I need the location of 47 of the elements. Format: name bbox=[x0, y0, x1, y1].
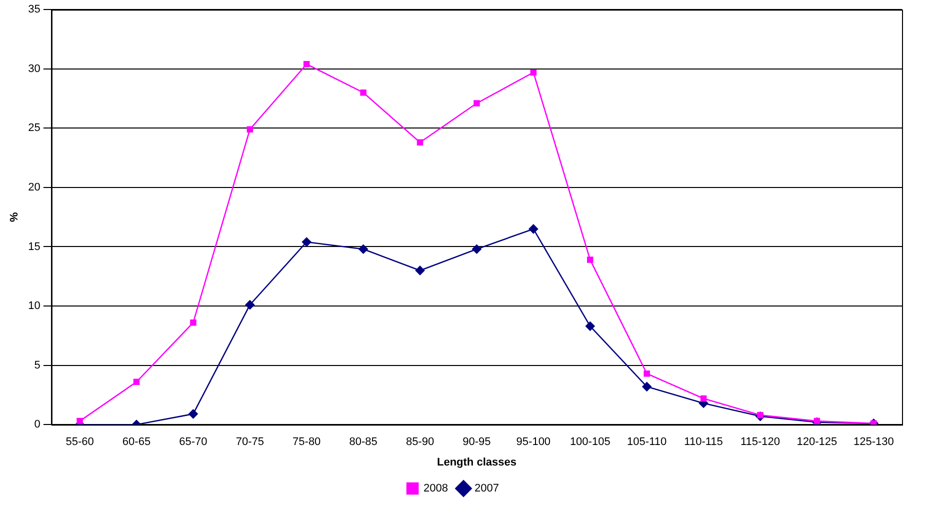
x-tick-label: 60-65 bbox=[122, 436, 151, 448]
point bbox=[245, 300, 255, 310]
y-tick-label: 15 bbox=[28, 240, 40, 253]
x-tick-label: 115-120 bbox=[740, 436, 780, 448]
point bbox=[302, 237, 312, 247]
point bbox=[587, 256, 594, 263]
point bbox=[415, 266, 425, 276]
legend-label: 2008 bbox=[424, 482, 448, 495]
y-tick-label: 20 bbox=[28, 181, 40, 194]
y-tick-label: 25 bbox=[28, 122, 40, 134]
point bbox=[190, 320, 196, 326]
x-tick-label: 70-75 bbox=[236, 436, 264, 448]
x-tick-label: 80-85 bbox=[349, 436, 378, 448]
point bbox=[246, 126, 254, 132]
x-tick-label: 120-125 bbox=[796, 436, 838, 448]
point bbox=[700, 395, 707, 402]
y-tick-label: 30 bbox=[28, 62, 40, 75]
point bbox=[303, 61, 310, 68]
x-axis-title: Length classes bbox=[436, 456, 516, 468]
point bbox=[642, 382, 652, 392]
point bbox=[644, 370, 650, 377]
x-tick-label: 75-80 bbox=[292, 436, 321, 448]
x-tick-label: 95-100 bbox=[516, 436, 551, 448]
x-tick-label: 105-110 bbox=[627, 436, 667, 448]
y-tick-label: 5 bbox=[34, 359, 40, 372]
point bbox=[416, 139, 424, 146]
y-tick-label: 0 bbox=[34, 418, 40, 431]
point bbox=[188, 409, 198, 419]
point bbox=[530, 69, 537, 76]
y-tick-label: 10 bbox=[28, 300, 40, 312]
legend-label: 2007 bbox=[474, 482, 499, 495]
x-tick-label: 125-130 bbox=[853, 436, 894, 448]
y-tick-label: 35 bbox=[28, 4, 40, 16]
point bbox=[133, 378, 140, 386]
point bbox=[358, 244, 368, 254]
point bbox=[472, 244, 482, 254]
x-tick-label: 110-115 bbox=[684, 436, 723, 448]
y-axis-title: % bbox=[8, 212, 21, 222]
x-tick-label: 85-90 bbox=[406, 436, 434, 448]
point bbox=[528, 224, 538, 234]
point bbox=[585, 322, 595, 331]
x-tick-label: 90-95 bbox=[462, 436, 491, 448]
point bbox=[474, 100, 480, 106]
x-tick-label: 100-105 bbox=[570, 436, 610, 448]
point bbox=[360, 89, 366, 96]
x-tick-label: 55-60 bbox=[66, 436, 94, 448]
x-tick-label: 65-70 bbox=[179, 436, 208, 448]
